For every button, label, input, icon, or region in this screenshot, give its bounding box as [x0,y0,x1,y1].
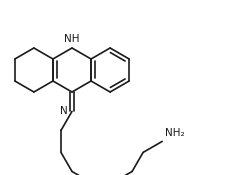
Text: NH₂: NH₂ [165,128,184,138]
Text: N: N [60,106,68,116]
Text: NH: NH [64,33,80,44]
